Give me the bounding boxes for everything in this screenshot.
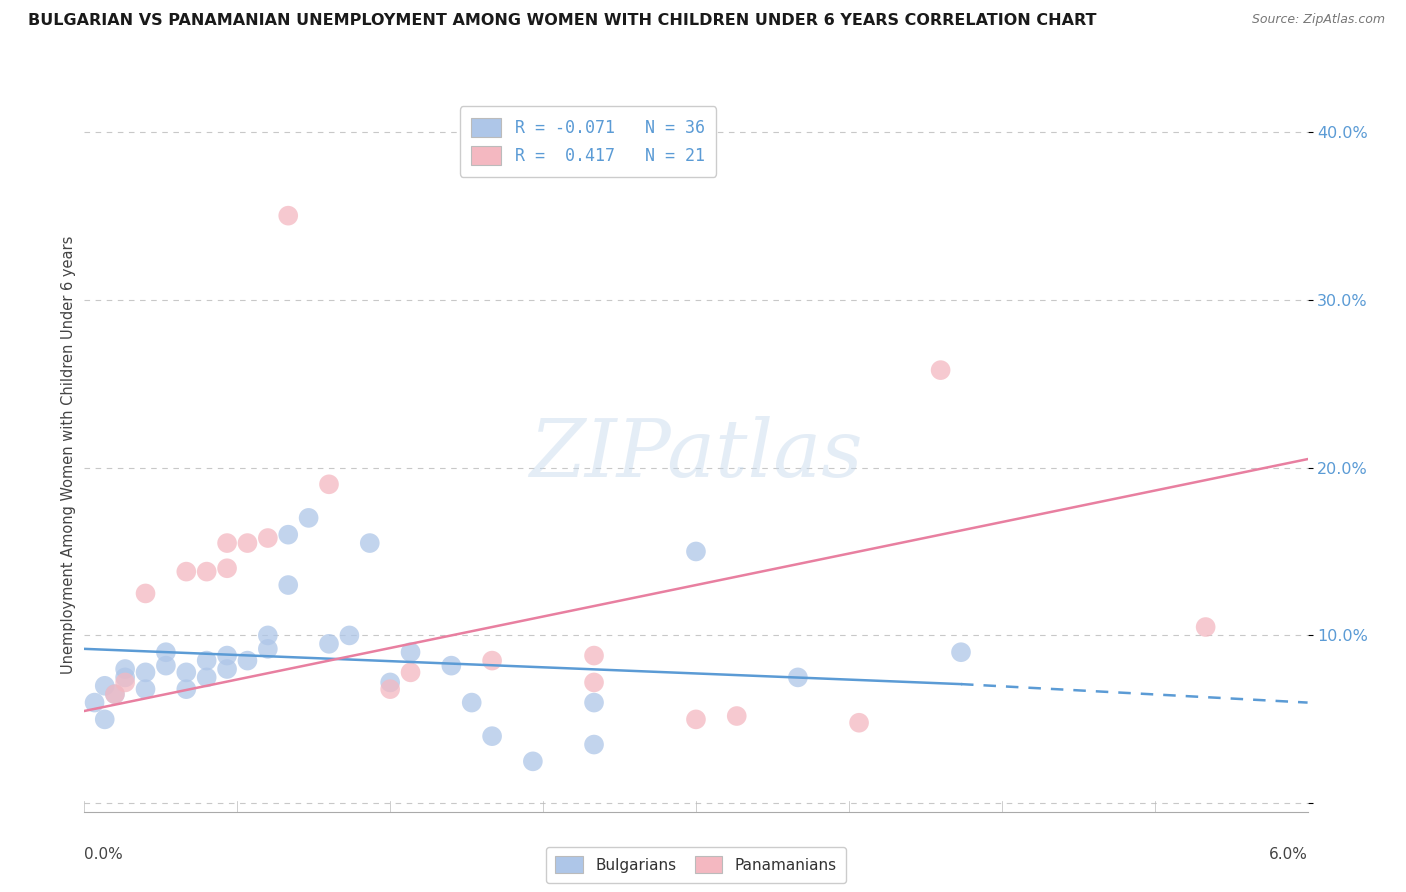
Point (155, 645, 177, 659)
Point (380, 675, 402, 690)
Point (104, 687, 127, 701)
Point (929, 363, 952, 377)
Point (236, 654, 259, 668)
Point (104, 687, 127, 701)
Point (950, 645, 973, 659)
Point (83, 696, 105, 710)
Point (1195, 620, 1218, 634)
Point (277, 209, 299, 223)
Point (195, 565, 218, 579)
Point (217, 536, 239, 550)
Point (481, 729, 503, 743)
Point (298, 511, 321, 525)
Point (399, 645, 422, 659)
Point (195, 670, 218, 684)
Point (318, 477, 340, 491)
Point (114, 675, 136, 690)
Point (174, 665, 197, 680)
Point (155, 658, 177, 673)
Point (135, 586, 157, 600)
Point (93, 679, 115, 693)
Point (217, 561, 239, 575)
Text: BULGARIAN VS PANAMANIAN UNEMPLOYMENT AMONG WOMEN WITH CHILDREN UNDER 6 YEARS COR: BULGARIAN VS PANAMANIAN UNEMPLOYMENT AMO… (28, 13, 1097, 29)
Point (277, 578, 299, 592)
Point (399, 665, 422, 680)
Point (277, 527, 299, 541)
Point (257, 628, 280, 642)
Point (481, 654, 503, 668)
Point (440, 658, 463, 673)
Text: Source: ZipAtlas.com: Source: ZipAtlas.com (1251, 13, 1385, 27)
Point (583, 648, 606, 663)
Point (318, 637, 340, 651)
Y-axis label: Unemployment Among Women with Children Under 6 years: Unemployment Among Women with Children U… (60, 235, 76, 674)
Text: 6.0%: 6.0% (1268, 847, 1308, 863)
Point (583, 696, 606, 710)
Point (685, 544, 707, 558)
Point (257, 531, 280, 545)
Point (583, 675, 606, 690)
Point (217, 662, 239, 676)
Point (339, 628, 361, 642)
Point (236, 536, 259, 550)
Point (217, 648, 239, 663)
Point (114, 662, 136, 676)
Text: 0.0%: 0.0% (84, 847, 124, 863)
Point (257, 641, 280, 656)
Point (522, 755, 544, 769)
Point (135, 682, 157, 697)
Point (135, 665, 157, 680)
Point (114, 670, 136, 684)
Point (725, 709, 748, 723)
Text: ZIPatlas: ZIPatlas (529, 417, 863, 493)
Point (174, 682, 197, 697)
Point (583, 738, 606, 752)
Legend: Bulgarians, Panamanians: Bulgarians, Panamanians (547, 847, 845, 882)
Point (380, 682, 402, 697)
Point (848, 715, 870, 730)
Point (685, 712, 707, 726)
Point (787, 670, 810, 684)
Point (93, 712, 115, 726)
Point (461, 696, 484, 710)
Point (195, 654, 218, 668)
Point (359, 536, 381, 550)
Point (174, 565, 197, 579)
